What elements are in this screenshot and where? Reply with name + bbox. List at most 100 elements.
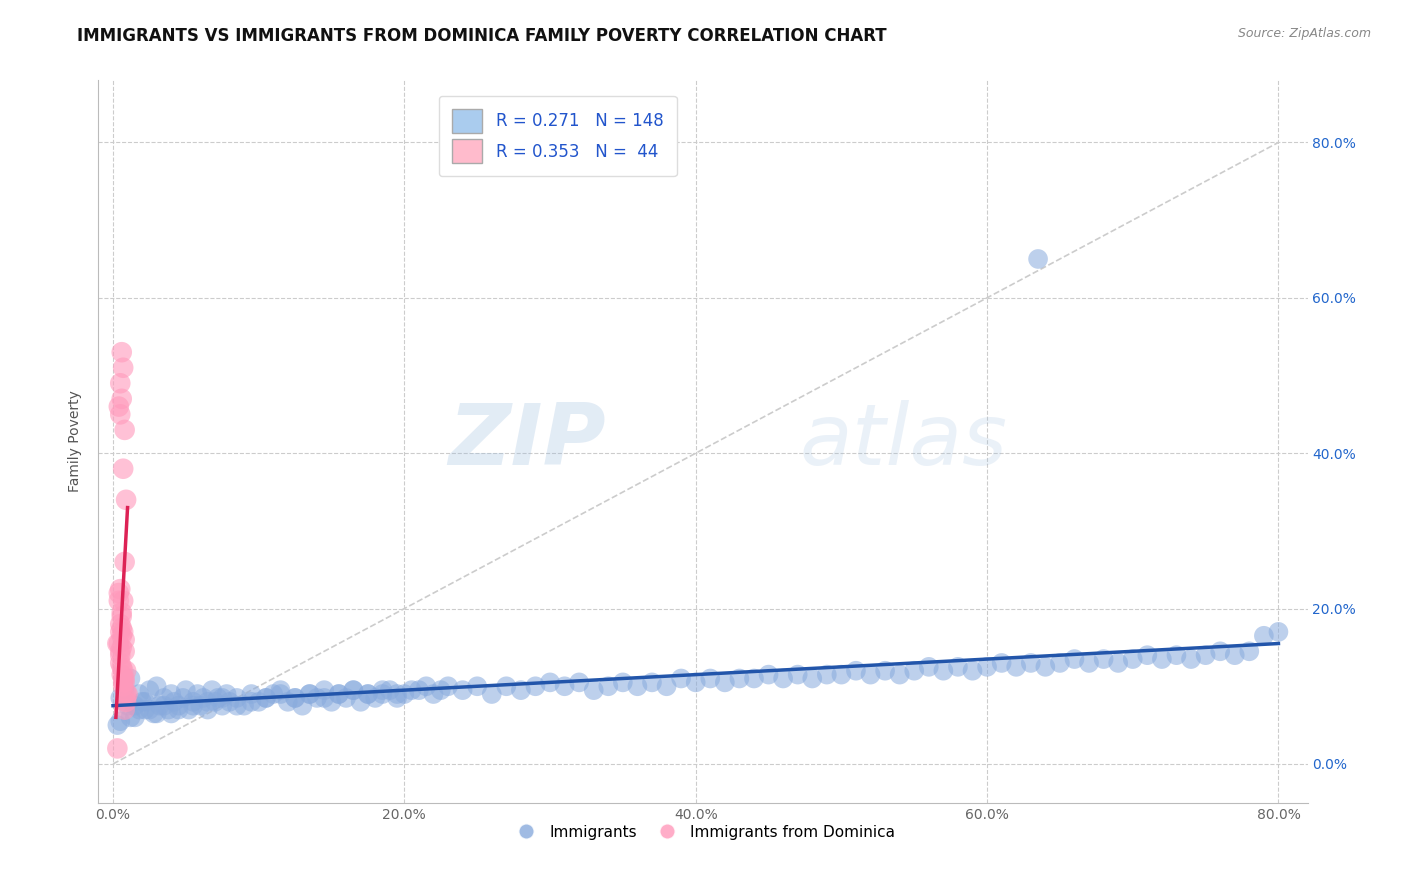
Point — [742, 672, 765, 686]
Point — [225, 698, 247, 713]
Point — [728, 672, 751, 686]
Text: ZIP: ZIP — [449, 400, 606, 483]
Point — [114, 555, 136, 569]
Point — [190, 698, 212, 713]
Point — [153, 698, 176, 713]
Point — [859, 667, 882, 681]
Point — [114, 423, 136, 437]
Point — [157, 702, 180, 716]
Point — [962, 664, 984, 678]
Point — [875, 664, 897, 678]
Point — [699, 672, 721, 686]
Point — [111, 609, 134, 624]
Point — [114, 695, 136, 709]
Point — [1253, 629, 1275, 643]
Point — [277, 695, 299, 709]
Point — [247, 695, 270, 709]
Point — [364, 690, 387, 705]
Point — [117, 698, 139, 713]
Point — [112, 594, 135, 608]
Point — [120, 672, 142, 686]
Point — [240, 687, 263, 701]
Point — [932, 664, 955, 678]
Point — [128, 687, 150, 701]
Point — [153, 690, 176, 705]
Point — [1267, 624, 1289, 639]
Point — [1078, 656, 1101, 670]
Point — [889, 667, 911, 681]
Point — [270, 683, 292, 698]
Point — [134, 695, 156, 709]
Point — [1033, 660, 1056, 674]
Point — [758, 667, 780, 681]
Point — [115, 685, 138, 699]
Point — [342, 683, 364, 698]
Point — [131, 695, 153, 709]
Point — [786, 667, 808, 681]
Text: IMMIGRANTS VS IMMIGRANTS FROM DOMINICA FAMILY POVERTY CORRELATION CHART: IMMIGRANTS VS IMMIGRANTS FROM DOMINICA F… — [77, 27, 887, 45]
Point — [291, 698, 314, 713]
Point — [128, 702, 150, 716]
Point — [105, 741, 128, 756]
Point — [114, 632, 136, 647]
Point — [328, 687, 350, 701]
Point — [108, 636, 131, 650]
Point — [641, 675, 664, 690]
Point — [1049, 656, 1071, 670]
Point — [1019, 656, 1042, 670]
Point — [138, 702, 160, 716]
Point — [142, 706, 165, 721]
Point — [114, 702, 136, 716]
Point — [117, 687, 139, 701]
Point — [1194, 648, 1216, 663]
Point — [110, 582, 132, 596]
Point — [437, 679, 460, 693]
Point — [218, 695, 240, 709]
Point — [772, 672, 794, 686]
Point — [181, 698, 204, 713]
Point — [105, 718, 128, 732]
Point — [254, 690, 277, 705]
Point — [314, 683, 336, 698]
Point — [145, 679, 167, 693]
Point — [626, 679, 648, 693]
Point — [305, 690, 328, 705]
Point — [114, 644, 136, 658]
Point — [108, 594, 131, 608]
Point — [714, 675, 737, 690]
Point — [612, 675, 634, 690]
Point — [385, 687, 408, 701]
Point — [401, 683, 423, 698]
Point — [357, 687, 380, 701]
Point — [211, 698, 233, 713]
Point — [655, 679, 678, 693]
Point — [114, 672, 136, 686]
Point — [110, 644, 132, 658]
Point — [1239, 644, 1261, 658]
Point — [160, 706, 183, 721]
Point — [538, 675, 561, 690]
Point — [111, 345, 134, 359]
Point — [1026, 252, 1049, 266]
Point — [350, 695, 373, 709]
Point — [328, 687, 350, 701]
Point — [225, 690, 247, 705]
Point — [903, 664, 925, 678]
Point — [284, 690, 307, 705]
Point — [110, 408, 132, 422]
Point — [207, 690, 229, 705]
Point — [385, 690, 408, 705]
Point — [801, 672, 824, 686]
Point — [422, 687, 444, 701]
Point — [408, 683, 430, 698]
Point — [1005, 660, 1028, 674]
Y-axis label: Family Poverty: Family Poverty — [69, 391, 83, 492]
Point — [1223, 648, 1246, 663]
Point — [145, 706, 167, 721]
Point — [115, 690, 138, 705]
Point — [685, 675, 707, 690]
Point — [181, 695, 204, 709]
Point — [495, 679, 517, 693]
Point — [111, 621, 134, 635]
Point — [509, 683, 531, 698]
